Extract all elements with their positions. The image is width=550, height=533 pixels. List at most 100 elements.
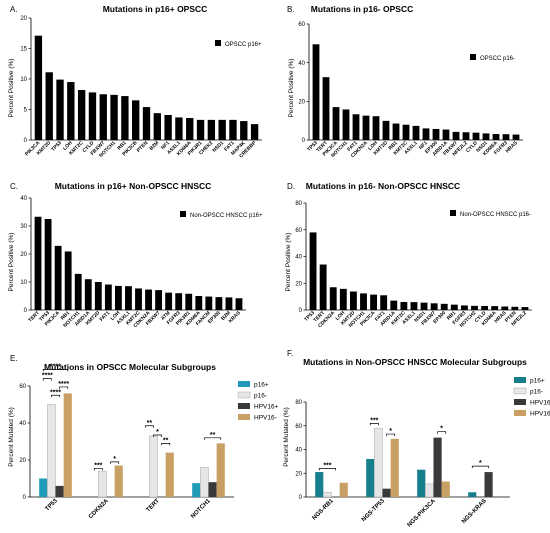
y-tick-label: 40 [295,255,302,261]
significance-bracket [386,433,396,437]
legend-swatch [180,211,186,217]
significance-bracket [161,443,171,446]
significance-bracket [318,468,336,471]
y-axis-label: Percent Mutated (%) [8,407,15,467]
bar-p16- [47,404,56,498]
bar [450,304,458,310]
y-tick-label: 20 [20,252,27,258]
bar [422,128,430,140]
bar-p16- [149,435,158,498]
legend-label: HPV16+ [530,400,550,407]
x-tick-label: LOH [367,140,379,152]
significance-label: **** [50,363,61,370]
legend-label: HPV16+ [254,404,279,411]
bar-p16- [200,467,209,498]
panel-letter: A. [10,5,18,14]
bar [349,291,357,310]
bar [74,273,82,310]
x-tick-label: B2M [149,140,161,152]
y-axis-label: Percent Positive (%) [8,233,15,292]
significance-label: * [389,428,392,435]
bar [240,121,248,140]
bar [342,109,350,140]
legend-label: p16+ [530,378,545,385]
panel-letter: C. [10,182,18,191]
bar-p16- [417,469,426,497]
bar [319,264,327,310]
x-tick-label: CDKN2A [88,498,110,520]
bar-hpv16- [382,488,391,497]
bar [34,216,42,310]
x-tick-label: NGS-PIK3CA [406,498,437,529]
y-tick-label: 0 [24,138,28,144]
bar-hpv16- [484,472,493,497]
bar [491,306,499,310]
bar-hpv16- [208,482,217,497]
legend-label: p16+ [254,382,269,389]
panel-letter: F. [287,349,293,358]
bar [442,129,450,140]
bar [482,133,490,140]
bar [45,72,53,140]
legend-swatch [238,414,250,420]
bar [67,82,75,140]
chart-title: Mutations in OPSCC Molecular Subgroups [44,362,216,372]
legend-label: HPV16- [530,411,550,418]
bar [125,286,132,310]
significance-label: * [440,426,443,433]
bar [339,288,347,310]
x-tick-label: NGS-TP53 [361,498,386,523]
bar [460,305,468,310]
bar [110,94,118,140]
bar [77,89,86,140]
legend-swatch [513,387,527,395]
panel-letter: B. [287,5,295,14]
legend-swatch [514,399,526,405]
bar [44,219,52,310]
bar [114,285,122,310]
significance-bracket [144,425,154,428]
legend: OPSCC p16- [470,54,515,62]
bar [207,119,216,140]
bar [229,119,237,140]
bar [145,289,152,310]
bar-p16- [192,483,201,497]
significance-label: *** [94,462,102,469]
y-axis-label: Percent Mutated (%) [283,407,290,467]
bar-p16- [425,483,434,498]
y-tick-label: 0 [302,138,306,144]
bar-p16- [468,492,477,497]
y-tick-label: 40 [19,421,26,427]
legend-label: p16- [530,389,543,396]
legend-label: OPSCC p16- [480,56,515,62]
bar-p16- [323,492,332,498]
bar [309,232,317,310]
y-axis-label: Percent Positive (%) [288,59,295,118]
y-tick-label: 0 [24,308,28,314]
x-tick-label: NGS-RB1 [312,498,336,522]
y-tick-label: 20 [20,16,27,22]
bar [155,290,163,310]
y-tick-label: 0 [299,308,303,314]
legend-swatch [238,403,250,409]
bar [218,119,226,140]
x-tick-label: RB1 [60,310,71,321]
legend: Non-OPSCC HNSCC p16+ [180,211,263,219]
legend-swatch [514,410,526,416]
bar [186,118,194,140]
bar [430,303,438,310]
bar-hpv16- [339,482,348,497]
bar [501,306,509,310]
significance-label: **** [50,389,61,396]
x-tick-label: TP53 [45,498,60,513]
significance-bracket [93,467,103,471]
bar-hpv16- [441,481,450,497]
panel-a: A. Mutations in p16+ OPSCC Percent Posit… [8,4,262,159]
x-tick-label: PTEN [136,140,150,154]
x-tick-label: NOTCH1 [190,498,212,520]
bar [215,297,223,310]
x-tick-label: HRAS [505,140,520,155]
y-tick-label: 20 [298,100,305,106]
y-tick-label: 10 [20,77,27,83]
x-tick-label: RB1 [388,140,399,151]
